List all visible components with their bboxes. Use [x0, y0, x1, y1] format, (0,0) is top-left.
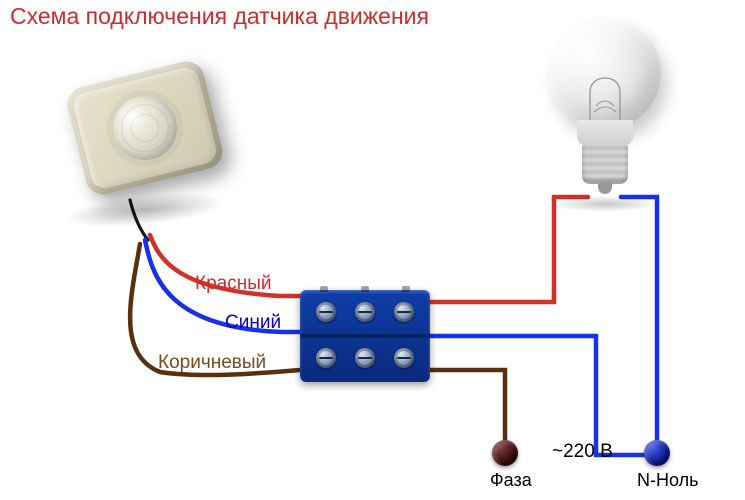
terminal-screw — [394, 302, 414, 322]
bulb-filament-icon — [580, 74, 630, 122]
wire-blue-block-to-neutral — [430, 336, 657, 455]
bulb-neck — [577, 120, 633, 146]
wire-brown-to-phase — [430, 370, 505, 440]
label-blue: Синий — [225, 312, 281, 334]
terminal-screw — [355, 348, 375, 368]
label-phase: Фаза — [490, 470, 532, 491]
label-brown: Коричневый — [158, 352, 266, 374]
page-title: Схема подключения датчика движения — [10, 3, 429, 30]
label-neutral: N-Ноль — [637, 470, 699, 491]
pir-sensor — [55, 55, 230, 225]
terminal-screw — [355, 302, 375, 322]
terminal-screw — [394, 348, 414, 368]
neutral-pad — [644, 440, 670, 466]
sensor-face — [71, 65, 219, 191]
terminal-notch — [320, 286, 328, 292]
terminal-screw — [316, 348, 336, 368]
terminal-block — [300, 290, 430, 382]
diagram-canvas: Схема подключения датчика движения — [0, 0, 745, 500]
terminal-notch — [402, 286, 410, 292]
terminal-divider — [300, 334, 430, 338]
terminal-screw — [316, 302, 336, 322]
sensor-body — [64, 58, 226, 199]
wire-blue-from-bulb — [621, 197, 657, 455]
bulb-shadow — [550, 196, 660, 212]
terminal-notch — [361, 286, 369, 292]
label-voltage: ~220 В — [552, 441, 613, 463]
light-bulb — [540, 18, 670, 203]
sensor-dome — [106, 89, 184, 167]
bulb-tip — [598, 182, 612, 194]
phase-pad — [492, 440, 518, 466]
bulb-base — [582, 144, 628, 184]
wire-red-to-bulb — [430, 197, 588, 302]
label-red: Красный — [195, 273, 271, 295]
sensor-shadow — [64, 187, 226, 234]
